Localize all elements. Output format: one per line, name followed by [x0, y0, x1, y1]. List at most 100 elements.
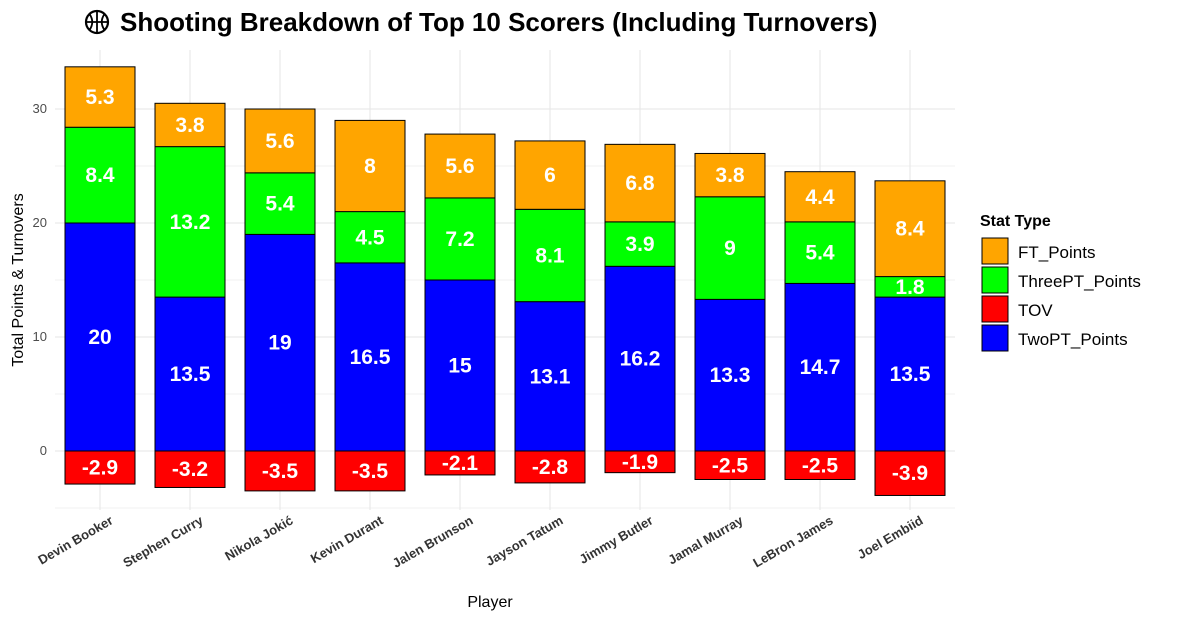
- bar-segment-ft-points: [64, 66, 136, 128]
- x-tick-label: Stephen Curry: [120, 512, 206, 570]
- bar-value-label: 13.1: [530, 365, 571, 388]
- bar-segment-threept-points: [694, 196, 766, 300]
- chart-title: Shooting Breakdown of Top 10 Scorers (In…: [120, 7, 877, 37]
- bar-segment-threept-points: [424, 197, 496, 281]
- bar-value-label: 13.2: [170, 211, 211, 234]
- bar-value-label: 4.5: [355, 226, 385, 249]
- bar-segment-twopt-points: [154, 296, 226, 452]
- y-axis-title: Total Points & Turnovers: [10, 193, 27, 366]
- bar-segment-twopt-points: [424, 279, 496, 452]
- legend-item-label: TOV: [1018, 301, 1053, 320]
- bar-segment-ft-points: [604, 143, 676, 223]
- bar-segment-tov: [64, 450, 136, 485]
- bar-value-label: -2.5: [712, 454, 749, 477]
- legend-title: Stat Type: [980, 213, 1051, 230]
- bar-segment-tov: [154, 450, 226, 488]
- bar-segment-threept-points: [514, 208, 586, 303]
- y-tick-label: 20: [33, 215, 47, 230]
- bar-segment-ft-points: [334, 119, 406, 213]
- y-tick-label: 30: [33, 101, 47, 116]
- x-tick-label: Joel Embiid: [855, 513, 926, 562]
- y-tick-label: 10: [33, 329, 47, 344]
- x-tick-label: LeBron James: [750, 513, 835, 571]
- bar-value-label: 5.3: [85, 86, 114, 109]
- bar-segment-twopt-points: [514, 301, 586, 452]
- bar-segment-threept-points: [334, 211, 406, 264]
- bar-segment-tov: [694, 450, 766, 480]
- bar-value-label: -2.1: [442, 452, 479, 475]
- bar-segment-threept-points: [154, 146, 226, 298]
- bar-value-label: -3.9: [892, 462, 928, 485]
- bar-segment-tov: [424, 450, 496, 476]
- legend-item-label: TwoPT_Points: [1018, 330, 1128, 349]
- bar-segment-ft-points: [694, 152, 766, 198]
- legend-item-label: FT_Points: [1018, 243, 1095, 262]
- bar-value-label: 6.8: [625, 172, 655, 195]
- bar-segment-tov: [244, 450, 316, 492]
- bar-labels: 20 8.4 5.3 -2.9 13.5 13.2 3.8 -3.2 19 5.4 5.6 -3.5 1…: [82, 86, 931, 485]
- legend-swatch: [981, 295, 1009, 323]
- legend-swatch: [981, 266, 1009, 294]
- bar-value-label: 1.8: [895, 276, 925, 299]
- bar-value-label: 13.3: [710, 364, 751, 387]
- bar-value-label: 5.6: [445, 155, 474, 178]
- y-tick-label: 0: [40, 443, 47, 458]
- bar-value-label: 14.7: [800, 356, 841, 379]
- x-tick-label: Jamal Murray: [665, 512, 746, 567]
- bar-value-label: 16.5: [350, 346, 391, 369]
- x-tick-label: Nikola Jokić: [222, 513, 295, 564]
- bar-value-label: -3.5: [262, 460, 299, 483]
- bars: [64, 66, 946, 496]
- bar-value-label: -3.2: [172, 458, 208, 481]
- bar-segment-twopt-points: [604, 265, 676, 452]
- bar-segment-twopt-points: [244, 233, 316, 452]
- bar-value-label: -3.5: [352, 460, 389, 483]
- x-tick-label: Jimmy Butler: [577, 513, 656, 567]
- bar-segment-tov: [784, 450, 856, 480]
- bar-value-label: 6: [544, 164, 556, 187]
- bar-value-label: 8: [364, 155, 376, 178]
- bar-value-label: 9: [724, 237, 736, 260]
- bar-value-label: 8.4: [895, 218, 925, 241]
- bar-segment-tov: [514, 450, 586, 484]
- x-tick-label: Jayson Tatum: [483, 513, 565, 569]
- bar-segment-ft-points: [874, 180, 946, 278]
- bar-value-label: 13.5: [170, 363, 211, 386]
- bar-value-label: -2.8: [532, 456, 569, 479]
- x-tick-label: Jalen Brunson: [390, 513, 476, 571]
- bar-value-label: 3.8: [175, 114, 205, 137]
- bar-value-label: 13.5: [890, 363, 931, 386]
- bar-value-label: 7.2: [445, 228, 474, 251]
- bar-segment-ft-points: [514, 140, 586, 210]
- bar-segment-ft-points: [784, 171, 856, 223]
- bar-segment-ft-points: [244, 108, 316, 174]
- bar-segment-tov: [604, 450, 676, 474]
- bar-value-label: 5.4: [265, 193, 295, 216]
- bar-value-label: 8.1: [535, 244, 565, 267]
- bar-segment-ft-points: [424, 133, 496, 199]
- bar-value-label: 5.4: [805, 242, 835, 265]
- bar-value-label: 8.4: [85, 164, 115, 187]
- bar-value-label: 5.6: [265, 130, 294, 153]
- bar-value-label: 15: [448, 355, 472, 378]
- bar-segment-twopt-points: [334, 262, 406, 452]
- bar-value-label: -2.5: [802, 454, 839, 477]
- bar-value-label: 20: [88, 326, 111, 349]
- bar-segment-threept-points: [604, 221, 676, 267]
- bar-value-label: -1.9: [622, 451, 658, 474]
- bar-segment-ft-points: [154, 102, 226, 148]
- x-tick-label: Devin Booker: [35, 513, 115, 568]
- basketball-icon: [84, 9, 110, 35]
- bar-value-label: 4.4: [805, 186, 835, 209]
- bar-segment-threept-points: [244, 172, 316, 235]
- x-axis-title: Player: [467, 594, 513, 611]
- legend-swatch: [981, 237, 1009, 265]
- bar-segment-tov: [874, 450, 946, 496]
- legend: Stat Type FT_Points ThreePT_Points TOV TwoP…: [980, 213, 1141, 352]
- legend-swatch: [981, 324, 1009, 352]
- bar-segment-threept-points: [784, 221, 856, 284]
- bar-value-label: 3.9: [625, 233, 654, 256]
- legend-item-label: ThreePT_Points: [1018, 272, 1141, 291]
